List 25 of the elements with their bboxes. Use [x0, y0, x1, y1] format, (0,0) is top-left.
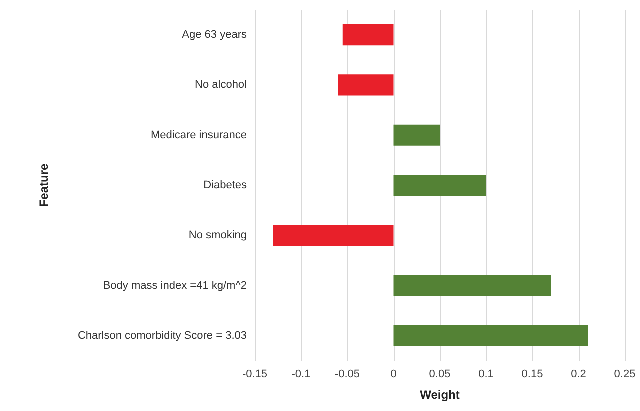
x-tick-label: 0.25	[614, 368, 636, 380]
y-tick-label: Medicare insurance	[151, 129, 247, 142]
x-tick-label: -0.05	[334, 368, 360, 380]
y-tick-label: Body mass index =41 kg/m^2	[103, 280, 247, 292]
y-tick-label: Charlson comorbidity Score = 3.03	[78, 330, 247, 342]
bar	[394, 124, 440, 146]
bar	[274, 225, 394, 246]
x-tick-label: 0	[390, 368, 397, 380]
y-tick-label: No alcohol	[195, 79, 247, 92]
x-tick-label: 0.1	[478, 368, 494, 380]
x-tick-label: -0.1	[292, 368, 311, 380]
bar	[338, 74, 394, 96]
y-tick-label: Diabetes	[204, 180, 248, 192]
x-tick-label: 0.05	[429, 368, 451, 380]
bar	[394, 325, 588, 346]
y-axis-title: Feature	[37, 164, 51, 208]
x-axis-title: Weight	[420, 388, 460, 402]
x-tick-label: 0.2	[571, 368, 586, 380]
bar	[394, 174, 486, 196]
bar	[394, 275, 551, 296]
y-tick-label: No smoking	[188, 230, 247, 242]
y-tick-label: Age 63 years	[182, 29, 248, 42]
x-tick-label: -0.15	[242, 368, 268, 380]
bar	[342, 24, 394, 46]
x-tick-label: 0.15	[522, 368, 544, 380]
